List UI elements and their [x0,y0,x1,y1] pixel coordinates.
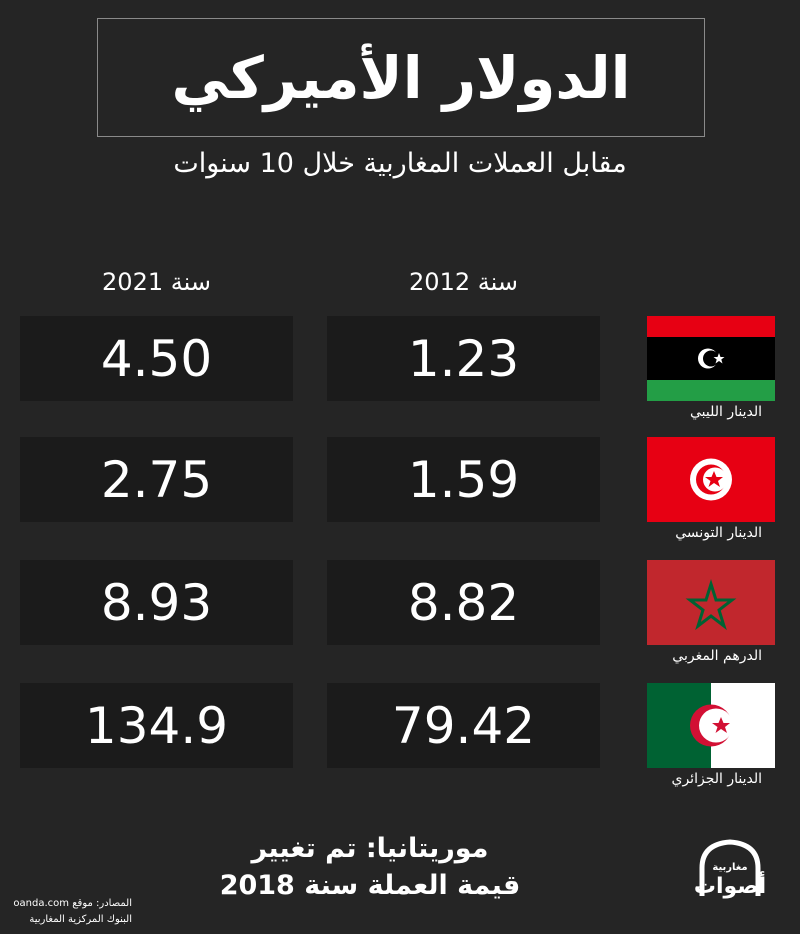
value-cell: 1.23 [327,316,600,401]
logo-mark [699,839,761,896]
column-header: سنة 2012 [409,268,518,296]
flag-libya [647,316,775,401]
source: المصادر: موقع oanda.com [13,898,132,909]
value-cell: 8.93 [20,560,293,645]
value-cell: 4.50 [20,316,293,401]
column-header: سنة 2021 [102,268,211,296]
subtitle: مقابل العملات المغاربية خلال 10 سنوات [173,148,627,179]
value-cell: 8.82 [327,560,600,645]
flag-tunisia [647,437,775,522]
value-cell: 79.42 [327,683,600,768]
value-cell: 1.59 [327,437,600,522]
note: موريتانيا: تم تغيير [251,833,489,864]
currency-name: الدرهم المغربي [672,648,762,664]
currency-name: الدينار التونسي [675,525,762,541]
title: الدولار الأميركي [97,18,705,137]
value-cell: 134.9 [20,683,293,768]
source: البنوك المركزية المغاربية [29,914,132,925]
currency-name: الدينار الجزائري [671,771,763,787]
note: قيمة العملة سنة 2018 [219,870,521,901]
flag-algeria [647,683,775,768]
flag-morocco [647,560,775,645]
value-cell: 2.75 [20,437,293,522]
logo-text: أصوات [693,874,767,899]
currency-name: الدينار الليبي [689,404,762,420]
logo-text: مغاربية [712,862,748,873]
